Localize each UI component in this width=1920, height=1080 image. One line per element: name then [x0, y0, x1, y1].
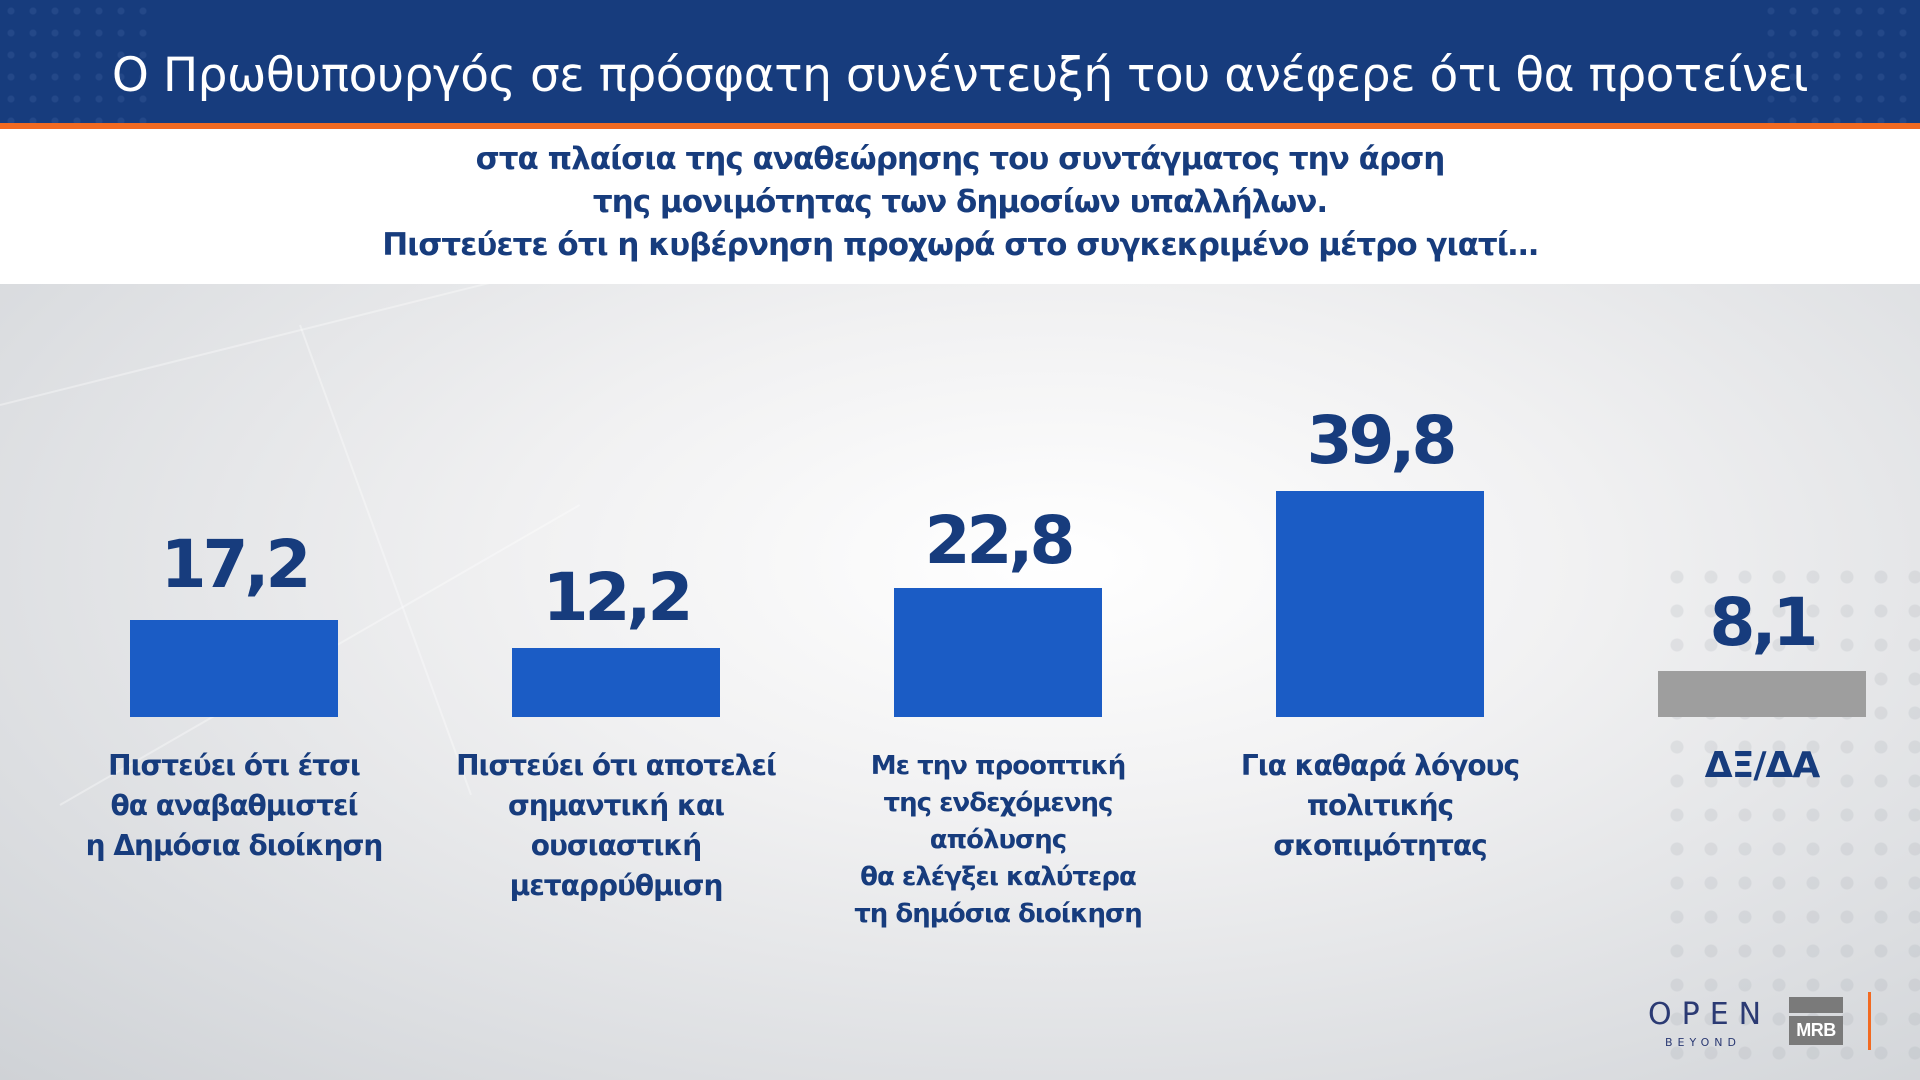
subtitle-band: [0, 129, 1920, 284]
bar-value-2: 12,2: [542, 559, 694, 636]
header-accent-line: [0, 123, 1920, 129]
bar-value-3: 22,8: [924, 502, 1076, 579]
background-streak: [0, 284, 680, 406]
mrb-logo-text: MRB: [1789, 1016, 1843, 1045]
subtitle-line-1: στα πλαίσια της αναθεώρησης του συντάγμα…: [475, 141, 1446, 177]
bar-value-4: 39,8: [1306, 402, 1458, 479]
bar-label-3: Με την προοπτική της ενδεχόμενης απόλυση…: [854, 751, 1143, 929]
bar-4: [1276, 491, 1484, 717]
logo-divider: [1868, 992, 1871, 1050]
open-beyond-logo: OPEN BEYOND: [1648, 997, 1772, 1050]
bar-label-2: Πιστεύει ότι αποτελεί σημαντική και ουσι…: [456, 749, 777, 902]
page-title: Ο Πρωθυπουργός σε πρόσφατη συνέντευξή το…: [111, 48, 1809, 103]
question-subtitle: στα πλαίσια της αναθεώρησης του συντάγμα…: [0, 138, 1920, 267]
header-decoration-dots-left: [0, 0, 160, 123]
bar-label-4: Για καθαρά λόγους πολιτικής σκοπιμότητας: [1240, 749, 1520, 862]
mrb-logo: MRB: [1789, 997, 1843, 1045]
mrb-logo-top-block: [1789, 997, 1843, 1013]
bar-label-1: Πιστεύει ότι έτσι θα αναβαθμιστεί η Δημό…: [85, 749, 384, 862]
bar-1: [130, 620, 338, 717]
bar-value-1: 17,2: [160, 526, 312, 603]
logo-open-word: OPEN: [1648, 997, 1772, 1032]
bar-2: [512, 648, 720, 717]
logo-open-sub: BEYOND: [1665, 1036, 1741, 1049]
subtitle-line-3: Πιστεύετε ότι η κυβέρνηση προχωρά στο συ…: [382, 227, 1539, 263]
bar-5: [1658, 671, 1866, 717]
background-dots: [1660, 560, 1920, 1080]
subtitle-line-2: της μονιμότητας των δημοσίων υπαλλήλων.: [592, 184, 1328, 220]
bar-label-5: ΔΞ/ΔΑ: [1704, 745, 1820, 786]
header-decoration-dots-right: [1760, 0, 1920, 123]
header-bar: Ο Πρωθυπουργός σε πρόσφατη συνέντευξή το…: [0, 0, 1920, 123]
bar-3: [894, 588, 1102, 717]
bar-value-5: 8,1: [1709, 584, 1819, 661]
